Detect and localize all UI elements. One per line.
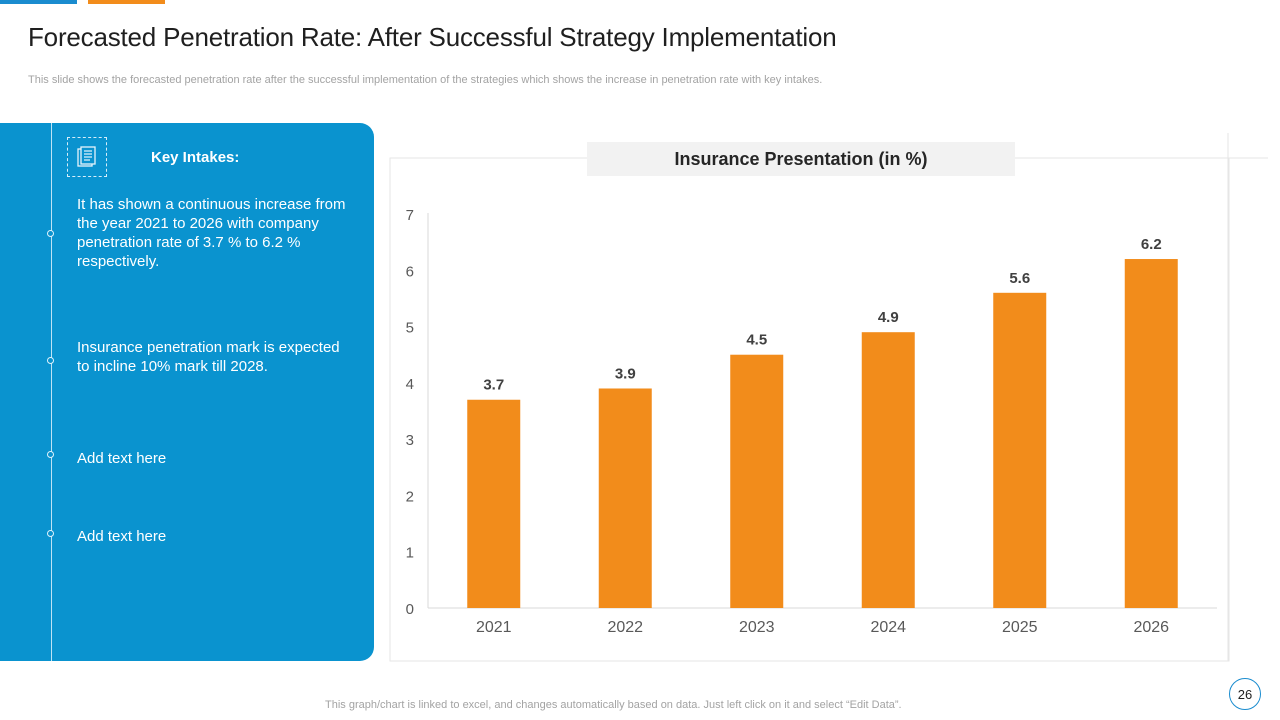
bar-2026 [1124,259,1178,608]
x-tick-label: 2025 [1002,619,1038,636]
timeline-dot [47,451,54,458]
footer-note: This graph/chart is linked to excel, and… [325,699,902,711]
key-intake-point: Insurance penetration mark is expected t… [77,339,340,375]
y-tick-label: 1 [406,545,414,562]
x-tick-label: 2023 [739,619,775,636]
data-label: 4.9 [878,309,899,326]
key-intake-point: Add text here [77,450,167,467]
y-tick-label: 4 [406,376,414,393]
data-label: 3.7 [483,377,504,394]
y-tick-label: 7 [406,207,414,224]
bar-2025 [993,292,1047,608]
bar-2022 [598,388,652,608]
x-tick-label: 2021 [476,619,512,636]
bar-2024 [861,332,915,608]
y-tick-label: 0 [406,601,414,618]
timeline-dot [47,530,54,537]
key-intake-point: It has shown a continuous increase from … [77,196,346,270]
timeline-dot [47,357,54,364]
timeline-line [51,123,52,661]
data-label: 6.2 [1141,236,1162,253]
y-tick-label: 6 [406,263,414,280]
top-accent-blue [0,0,77,4]
data-label: 4.5 [746,332,767,349]
page-number: 26 [1229,678,1261,710]
timeline-dot [47,230,54,237]
slide-title: Forecasted Penetration Rate: After Succe… [28,22,837,52]
slide-subtitle: This slide shows the forecasted penetrat… [28,74,823,86]
top-accent-orange [88,0,165,4]
x-tick-label: 2022 [607,619,643,636]
document-icon [67,137,107,177]
x-tick-label: 2026 [1133,619,1169,636]
chart-title-box [587,142,1015,176]
key-intakes-panel: Key Intakes: It has shown a continuous i… [0,123,374,661]
key-intake-point: Add text here [77,528,167,545]
x-tick-label: 2024 [870,619,906,636]
key-intakes-heading: Key Intakes: [151,149,240,166]
bar-2023 [730,354,784,608]
data-label: 5.6 [1009,270,1030,287]
chart-title: Insurance Presentation (in %) [674,149,927,169]
data-label: 3.9 [615,365,636,382]
bar-2021 [467,399,521,608]
y-tick-label: 3 [406,432,414,449]
y-tick-label: 2 [406,488,414,505]
y-tick-label: 5 [406,320,414,337]
